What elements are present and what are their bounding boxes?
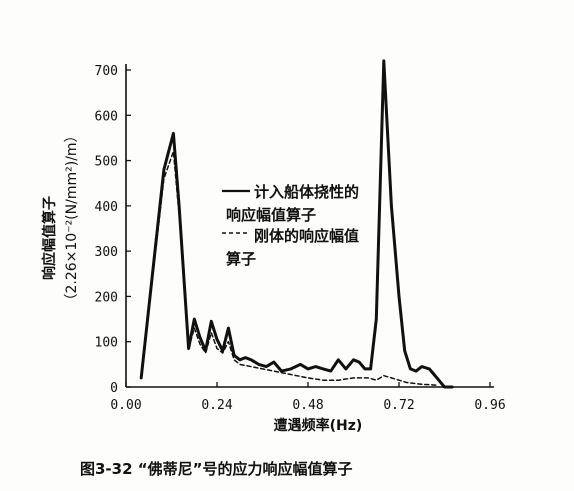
y-tick-label: 100: [95, 336, 118, 351]
figure-caption: 图3-32 “佛蒂尼”号的应力响应幅值算子: [80, 460, 352, 478]
ticks: 0 100 200 300 400 500 600 700 0.00 0.24 0.48 0.72 0.…: [95, 64, 506, 413]
axes: [125, 64, 494, 388]
legend-dashed-line2: 算子: [226, 250, 256, 268]
x-tick-label: 0.96: [474, 398, 505, 413]
legend-dashed-line1: 刚体的响应幅值: [254, 227, 359, 245]
legend: 计入船体挠性的 响应幅值算子 刚体的响应幅值 算子: [222, 183, 359, 268]
x-tick-label: 0.00: [110, 398, 141, 413]
y-tick-label: 500: [95, 155, 118, 170]
x-tick-label: 0.48: [292, 398, 323, 413]
y-tick-label: 700: [95, 64, 118, 79]
y-axis-title-line1: 响应幅值算子: [41, 196, 58, 280]
y-tick-label: 400: [95, 200, 118, 215]
x-tick-label: 0.24: [201, 398, 232, 413]
y-tick-label: 600: [95, 109, 118, 124]
y-axis-title-line2: （2.26×10⁻²(N/mm²)/m）: [64, 128, 80, 307]
series-line-dashed: [140, 150, 438, 386]
series-line-solid: [139, 59, 454, 389]
series-layer: [139, 59, 454, 389]
y-tick-label: 200: [95, 290, 118, 305]
legend-solid-line1: 计入船体挠性的: [254, 183, 359, 201]
y-tick-label: 300: [95, 245, 118, 260]
x-axis-title: 遭遇频率(Hz): [274, 417, 363, 434]
x-tick-label: 0.72: [383, 398, 414, 413]
legend-solid-line2: 响应幅值算子: [226, 206, 316, 224]
y-tick-label: 0: [110, 381, 118, 396]
